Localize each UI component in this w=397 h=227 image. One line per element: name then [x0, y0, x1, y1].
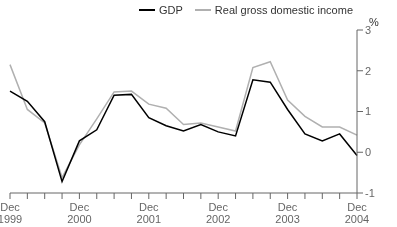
svg-text:3: 3	[365, 23, 372, 36]
svg-text:%: %	[369, 16, 379, 28]
html-text:Real gross domestic income: Real gross domestic income	[214, 4, 353, 16]
svg-text:0: 0	[365, 146, 371, 158]
svg-text:Dec1999: Dec1999	[8, 201, 22, 225]
svg-text:Dec2003: Dec2003	[275, 201, 299, 225]
svg-text:1: 1	[365, 105, 371, 117]
svg-text:Dec2000: Dec2000	[67, 201, 91, 225]
html-text:GDP: GDP	[159, 4, 183, 16]
svg-text:2: 2	[365, 65, 371, 77]
svg-text:Dec2002: Dec2002	[206, 201, 230, 225]
svg-text:-1: -1	[365, 187, 375, 199]
svg-text:Dec2004: Dec2004	[345, 201, 369, 225]
svg-text:Dec2001: Dec2001	[137, 201, 161, 225]
